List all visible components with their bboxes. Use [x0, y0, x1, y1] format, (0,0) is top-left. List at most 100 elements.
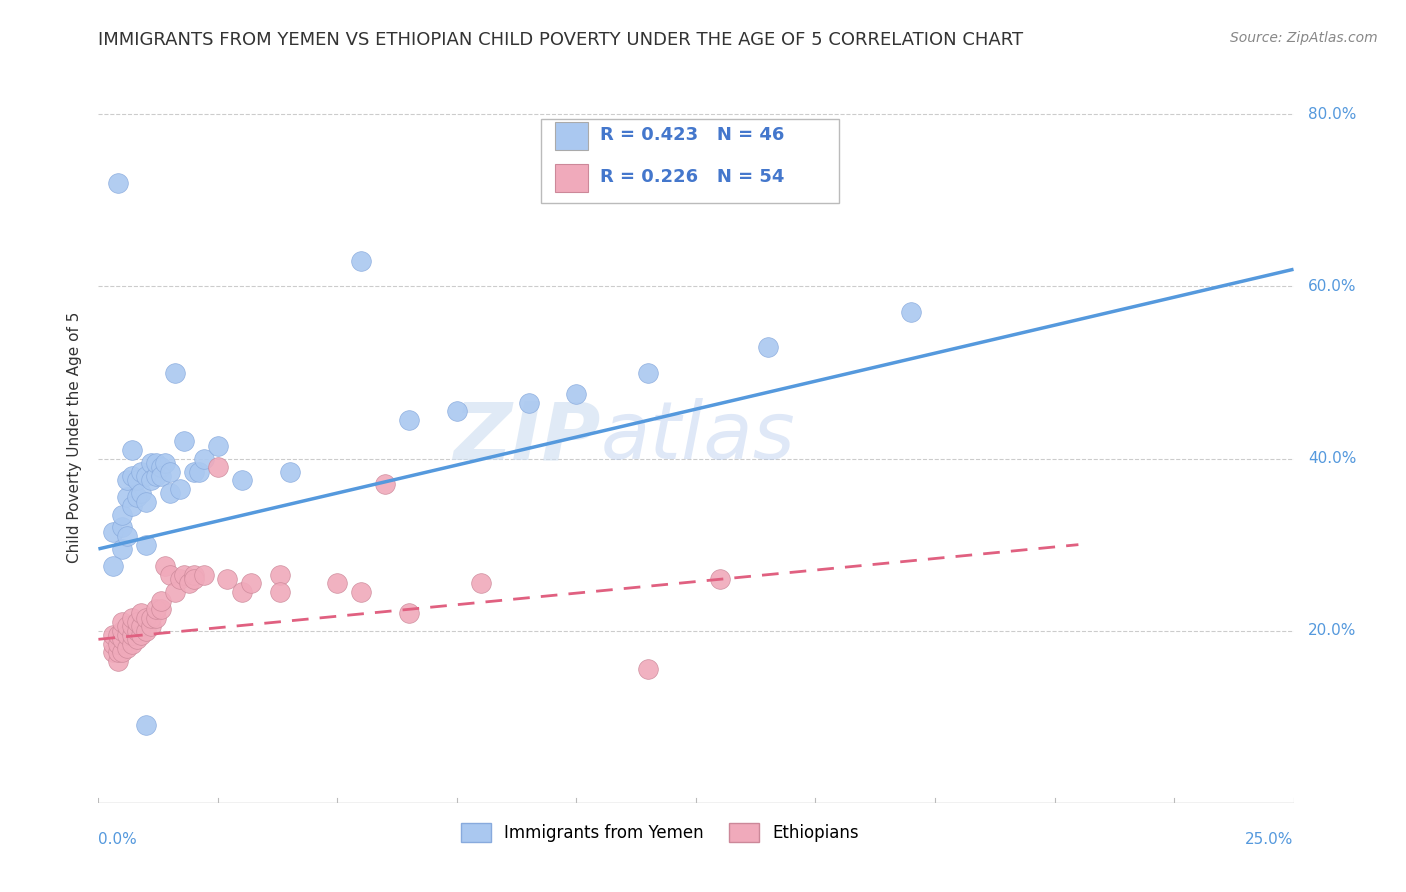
- Text: 25.0%: 25.0%: [1246, 832, 1294, 847]
- Point: [240, 576, 263, 591]
- Point: [139, 619, 162, 633]
- Point: [169, 482, 191, 496]
- Point: [107, 645, 129, 659]
- Point: [193, 451, 215, 466]
- Point: [149, 468, 172, 483]
- Y-axis label: Child Poverty Under the Age of 5: Child Poverty Under the Age of 5: [66, 311, 82, 563]
- Point: [269, 585, 291, 599]
- Point: [159, 486, 181, 500]
- Point: [131, 486, 153, 500]
- Point: [278, 465, 301, 479]
- Point: [101, 637, 124, 651]
- Text: 80.0%: 80.0%: [1308, 107, 1357, 122]
- Point: [121, 637, 143, 651]
- Point: [139, 456, 162, 470]
- Point: [111, 645, 134, 659]
- Point: [187, 465, 209, 479]
- Point: [231, 473, 253, 487]
- Point: [121, 468, 143, 483]
- Point: [446, 404, 468, 418]
- Point: [163, 585, 186, 599]
- Point: [709, 572, 731, 586]
- Point: [121, 611, 143, 625]
- Point: [398, 607, 420, 621]
- Point: [149, 593, 172, 607]
- FancyBboxPatch shape: [555, 122, 589, 150]
- Point: [149, 460, 172, 475]
- Point: [121, 619, 143, 633]
- Point: [565, 387, 588, 401]
- Point: [115, 491, 138, 505]
- Point: [125, 632, 148, 647]
- Point: [125, 491, 148, 505]
- Point: [131, 628, 153, 642]
- Point: [139, 473, 162, 487]
- Point: [115, 473, 138, 487]
- Point: [101, 524, 124, 539]
- Point: [121, 499, 143, 513]
- Point: [125, 624, 148, 638]
- Text: R = 0.226   N = 54: R = 0.226 N = 54: [600, 169, 785, 186]
- Text: ZIP: ZIP: [453, 398, 600, 476]
- Point: [111, 624, 134, 638]
- Text: 60.0%: 60.0%: [1308, 279, 1357, 294]
- Point: [183, 572, 205, 586]
- Point: [111, 615, 134, 629]
- Point: [131, 607, 153, 621]
- Point: [637, 366, 659, 380]
- Point: [115, 529, 138, 543]
- Point: [135, 538, 157, 552]
- Point: [169, 572, 191, 586]
- Point: [107, 628, 129, 642]
- Point: [135, 468, 157, 483]
- Legend: Immigrants from Yemen, Ethiopians: Immigrants from Yemen, Ethiopians: [461, 822, 859, 842]
- Text: Source: ZipAtlas.com: Source: ZipAtlas.com: [1230, 31, 1378, 45]
- Point: [207, 460, 229, 475]
- Point: [398, 413, 420, 427]
- Point: [107, 176, 129, 190]
- Point: [155, 456, 177, 470]
- Point: [900, 305, 922, 319]
- Point: [149, 602, 172, 616]
- Point: [159, 567, 181, 582]
- Point: [111, 520, 134, 534]
- Point: [173, 567, 195, 582]
- Point: [115, 619, 138, 633]
- Point: [193, 567, 215, 582]
- Point: [217, 572, 239, 586]
- Point: [183, 567, 205, 582]
- Text: atlas: atlas: [600, 398, 796, 476]
- Point: [121, 628, 143, 642]
- Point: [115, 628, 138, 642]
- Point: [121, 442, 143, 457]
- Point: [179, 576, 201, 591]
- Point: [173, 434, 195, 449]
- Point: [107, 654, 129, 668]
- Point: [350, 585, 373, 599]
- Point: [163, 366, 186, 380]
- Point: [101, 559, 124, 574]
- Point: [756, 340, 779, 354]
- Text: 0.0%: 0.0%: [98, 832, 138, 847]
- Point: [145, 456, 167, 470]
- Point: [159, 465, 181, 479]
- Point: [269, 567, 291, 582]
- Point: [155, 559, 177, 574]
- Point: [101, 628, 124, 642]
- Point: [231, 585, 253, 599]
- Point: [111, 632, 134, 647]
- FancyBboxPatch shape: [555, 164, 589, 192]
- Text: R = 0.423   N = 46: R = 0.423 N = 46: [600, 126, 785, 144]
- Point: [135, 718, 157, 732]
- Point: [350, 253, 373, 268]
- Point: [131, 619, 153, 633]
- Point: [125, 615, 148, 629]
- Point: [470, 576, 492, 591]
- Point: [135, 611, 157, 625]
- Point: [115, 640, 138, 655]
- Point: [111, 508, 134, 522]
- Point: [107, 637, 129, 651]
- Point: [145, 611, 167, 625]
- Point: [131, 465, 153, 479]
- Point: [374, 477, 396, 491]
